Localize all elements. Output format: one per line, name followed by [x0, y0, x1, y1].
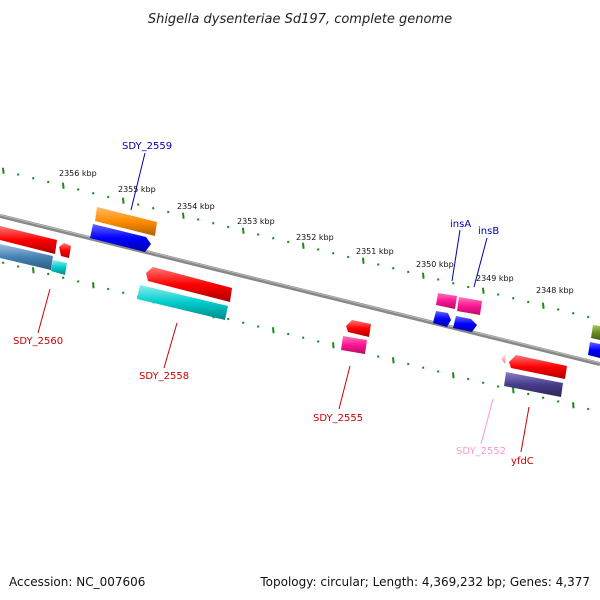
label-leaders — [37, 152, 530, 453]
cds-feature-sdy-2560[interactable] — [0, 244, 53, 270]
leader-line-sdy-2552 — [480, 398, 494, 445]
scale-major-tick — [452, 372, 455, 379]
tick-label: 2355 kbp — [118, 185, 156, 194]
scale-major-tick — [542, 302, 545, 309]
gene-feature-yfdc[interactable] — [509, 355, 567, 379]
scale-major-tick — [422, 272, 425, 279]
cds-feature-yfdc[interactable] — [504, 372, 563, 397]
tick-label: 2352 kbp — [296, 233, 334, 242]
gene-feature-sdy-2560[interactable] — [0, 226, 57, 254]
gene-feature-sdy-2552[interactable] — [501, 354, 506, 364]
gene-label-sdy-2555[interactable]: SDY_2555 — [313, 413, 363, 424]
scale-major-tick — [122, 197, 125, 204]
gene-feature-sdy-2555[interactable] — [346, 320, 371, 337]
gene-labels: SDY_2559 insA insB SDY_2560 SDY_2558 SDY… — [13, 141, 534, 467]
tick-label: 2349 kbp — [476, 274, 514, 283]
tick-label: 2350 kbp — [416, 260, 454, 269]
cds-feature-sdy-2559[interactable] — [90, 224, 151, 252]
forward-features — [90, 207, 600, 358]
cds-feature-edge-blue[interactable] — [588, 342, 600, 358]
scale-ring-inner — [2, 261, 590, 411]
gene-label-sdy-2552[interactable]: SDY_2552 — [456, 446, 506, 457]
leader-line-sdy-2560 — [37, 288, 51, 334]
gene-label-insa[interactable]: insA — [450, 219, 471, 230]
scale-major-tick — [572, 402, 575, 409]
tick-label: 2354 kbp — [177, 202, 215, 211]
scale-major-tick — [362, 257, 365, 264]
scale-major-tick — [272, 327, 275, 334]
gene-feature-edge-olive[interactable] — [591, 325, 600, 340]
scale-major-tick — [92, 282, 95, 289]
scale-major-tick — [32, 267, 35, 274]
gene-feature-insb[interactable] — [457, 297, 482, 315]
accession-text: Accession: NC_007606 — [9, 575, 146, 589]
scale-major-tick — [2, 167, 5, 174]
gene-label-sdy-2558[interactable]: SDY_2558 — [139, 371, 189, 382]
tick-label: 2353 kbp — [237, 217, 275, 226]
reverse-features — [0, 226, 567, 397]
scale-major-tick — [482, 287, 485, 294]
gene-label-sdy-2560[interactable]: SDY_2560 — [13, 336, 63, 347]
genome-backbone — [0, 214, 600, 366]
scale-major-tick — [62, 182, 65, 189]
leader-line-sdy-2559 — [130, 152, 146, 211]
cds-feature-sdy-2558[interactable] — [137, 285, 228, 320]
cds-feature-insa[interactable] — [433, 311, 451, 327]
scale-major-tick — [392, 357, 395, 364]
scale-major-tick — [182, 212, 185, 219]
scale-major-tick — [242, 227, 245, 234]
cds-feature-insb[interactable] — [453, 316, 477, 332]
leader-line-sdy-2558 — [163, 322, 178, 369]
leader-line-yfdc — [520, 406, 530, 453]
scale-major-tick — [512, 387, 515, 394]
leader-line-sdy-2555 — [338, 365, 351, 410]
gene-label-insb[interactable]: insB — [478, 226, 499, 237]
tick-label: 2348 kbp — [536, 286, 574, 295]
cds-feature-sdy-2555[interactable] — [341, 336, 367, 354]
leader-line-insb — [473, 237, 488, 288]
scale-ring-outer — [2, 167, 590, 319]
gene-label-sdy-2559[interactable]: SDY_2559 — [122, 141, 172, 152]
gene-feature-sdy-2559[interactable] — [95, 207, 157, 236]
gene-label-yfdc[interactable]: yfdC — [511, 456, 534, 467]
scale-major-tick — [302, 242, 305, 249]
topology-text: Topology: circular; Length: 4,369,232 bp… — [260, 575, 590, 589]
gene-feature-sdy-2560-small[interactable] — [59, 243, 71, 258]
tick-label: 2351 kbp — [356, 247, 394, 256]
gene-feature-insa[interactable] — [436, 293, 457, 309]
chart-title: Shigella dysenteriae Sd197, complete gen… — [148, 12, 452, 27]
scale-major-tick — [332, 342, 335, 349]
tick-label: 2356 kbp — [59, 169, 97, 178]
gene-feature-sdy-2558[interactable] — [146, 267, 232, 302]
leader-line-insa — [451, 229, 461, 282]
cds-feature-sdy-2560-small[interactable] — [51, 260, 67, 275]
tick-labels: 2356 kbp 2355 kbp 2354 kbp 2353 kbp 2352… — [59, 169, 574, 295]
